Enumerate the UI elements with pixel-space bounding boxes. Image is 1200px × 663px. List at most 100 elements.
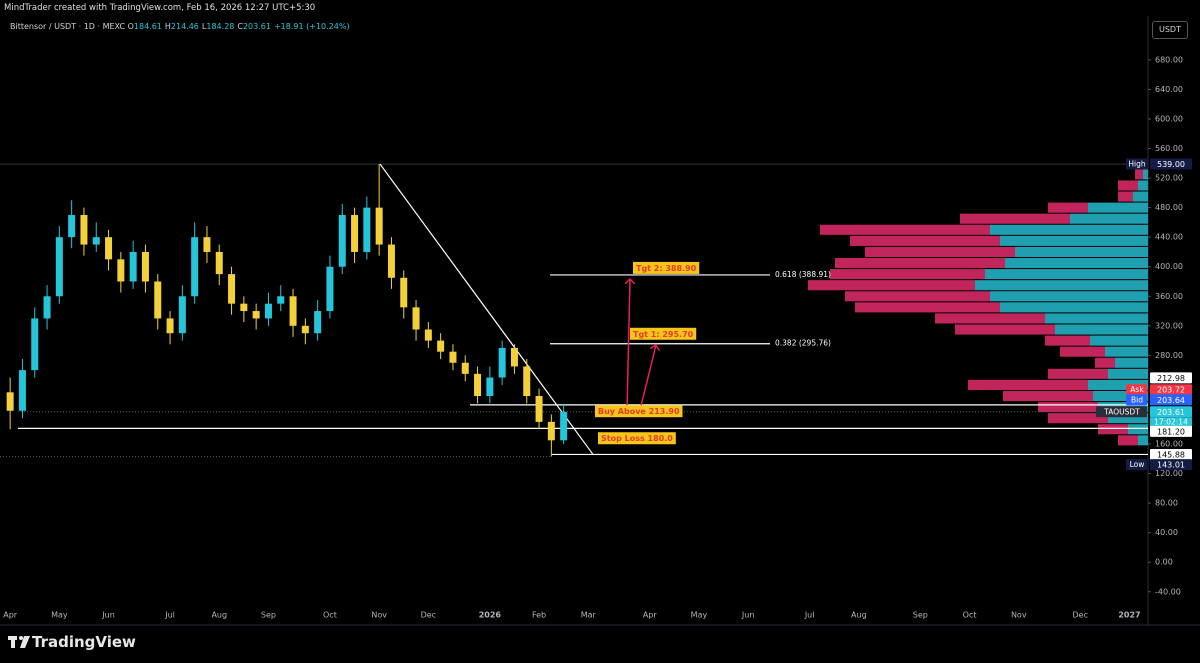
candle-body	[277, 296, 285, 304]
y-tick-label: 440.00	[1155, 233, 1183, 242]
price-badge-label: 203.64	[1157, 396, 1185, 405]
volume-profile-sell	[1095, 357, 1115, 368]
x-tick-label: May	[691, 611, 708, 620]
volume-profile-sell	[865, 246, 1015, 257]
price-badge-label: 203.61	[1157, 408, 1185, 417]
volume-profile-buy	[1055, 324, 1148, 335]
candle-body	[92, 237, 100, 245]
price-badge: 145.88	[1150, 448, 1192, 460]
x-tick-label: Jun	[101, 611, 115, 620]
y-tick-label: 320.00	[1155, 321, 1183, 330]
candle-body	[486, 377, 494, 397]
candle-body	[289, 296, 297, 326]
ohlc-label: O	[127, 22, 134, 31]
target-box	[633, 261, 700, 274]
candle-body	[387, 244, 395, 278]
volume-profile-sell	[935, 313, 1045, 324]
entry-label: Buy Above 213.90	[598, 407, 680, 416]
volume-profile-sell	[1003, 390, 1093, 402]
price-badge: 203.72 Ask	[1126, 384, 1192, 396]
volume-profile-sell	[1038, 402, 1098, 413]
y-tick-label: 80.00	[1155, 499, 1178, 508]
price-badge-box	[1150, 384, 1192, 396]
volume-profile-buy	[1070, 213, 1148, 224]
x-tick-label: Dec	[421, 611, 436, 620]
price-badge-box	[1150, 406, 1192, 418]
candle-body	[31, 318, 39, 371]
brand: TradingView	[32, 633, 136, 651]
price-badge: 181.20	[1150, 425, 1192, 437]
price-badge-label: 539.00	[1157, 160, 1185, 169]
countdown: 17:02:14	[1154, 417, 1188, 426]
ohlc-value: 203.61	[242, 22, 271, 31]
candle-body	[461, 362, 469, 374]
price-badge: 203.61 TAOUSDT 17:02:14	[1096, 406, 1192, 428]
price-badge-name: Ask	[1130, 385, 1144, 394]
candle-body	[437, 340, 445, 352]
candle-body	[363, 207, 371, 252]
candle-body	[560, 411, 568, 441]
x-tick-label: Aug	[851, 611, 867, 620]
candle-body	[301, 325, 309, 334]
y-tick-label: 280.00	[1155, 351, 1183, 360]
y-tick-label: 40.00	[1155, 528, 1178, 537]
volume-profile-buy	[1138, 180, 1148, 191]
candle-body	[215, 251, 223, 275]
x-tick-label: Nov	[371, 611, 387, 620]
candle-body	[18, 370, 26, 411]
candle-body	[203, 237, 211, 252]
price-axis: 680.00 640.00 600.00 560.00 520.00 480.00 440.…	[1096, 55, 1192, 596]
volume-profile-sell	[1118, 180, 1138, 191]
currency-button[interactable]: USDT	[1152, 21, 1188, 39]
volume-profile-buy	[1000, 235, 1148, 246]
y-tick-label: -40.00	[1155, 587, 1181, 596]
price-badge-name: Bid	[1131, 395, 1143, 404]
x-tick-label: Oct	[323, 611, 337, 620]
candle-body	[43, 296, 51, 319]
candle-body	[154, 281, 162, 319]
price-badge-name-box	[1126, 158, 1147, 170]
target-arrow	[639, 345, 656, 411]
candle-body	[129, 251, 137, 282]
price-badge-label: 181.20	[1157, 427, 1185, 436]
y-tick-label: 520.00	[1155, 174, 1183, 183]
target-box	[630, 327, 697, 340]
candle-body	[240, 303, 248, 312]
x-tick-label: Oct	[963, 611, 977, 620]
candle-body	[117, 259, 125, 282]
x-tick-label: Apr	[643, 611, 658, 620]
plot-area: 0.618 (388.91) 0.382 (295.76)	[0, 163, 1148, 458]
stop-loss-box	[598, 432, 676, 445]
y-tick-label: 0.00	[1155, 558, 1173, 567]
volume-profile-buy	[1000, 302, 1148, 313]
candle-body	[498, 347, 506, 378]
price-badge-label: 212.98	[1157, 374, 1185, 383]
volume-profile-buy	[1128, 424, 1148, 435]
candle-body	[424, 329, 432, 341]
symbol-title: Bittensor / USDT · 1D · MEXC	[10, 22, 126, 31]
price-badge-box	[1150, 372, 1192, 384]
x-tick-label: 2026	[479, 611, 502, 620]
candle-body	[141, 251, 149, 282]
fib-label: 0.382 (295.76)	[775, 339, 831, 348]
candle-body	[178, 296, 186, 334]
candle-body	[510, 347, 518, 367]
x-tick-label: Aug	[211, 611, 227, 620]
candle-body	[68, 215, 76, 238]
volume-profile-sell	[1048, 202, 1088, 213]
y-tick-label: 560.00	[1155, 144, 1183, 153]
x-tick-label: Dec	[1073, 611, 1088, 620]
x-tick-label: 2027	[1118, 611, 1140, 620]
volume-profile-sell	[1098, 424, 1128, 435]
target-label: Tgt 1: 295.70	[633, 330, 694, 339]
price-badge-name-box	[1126, 459, 1147, 471]
target: Tgt 2: 388.90	[633, 261, 700, 274]
volume-profile-sell	[1118, 191, 1133, 202]
candle-body	[535, 396, 543, 422]
candle-body	[80, 215, 88, 245]
y-tick-label: 640.00	[1155, 85, 1183, 94]
price-badge: 203.64 Bid	[1126, 394, 1192, 406]
volume-profile-buy	[985, 269, 1148, 280]
volume-profile-buy	[1005, 257, 1148, 269]
